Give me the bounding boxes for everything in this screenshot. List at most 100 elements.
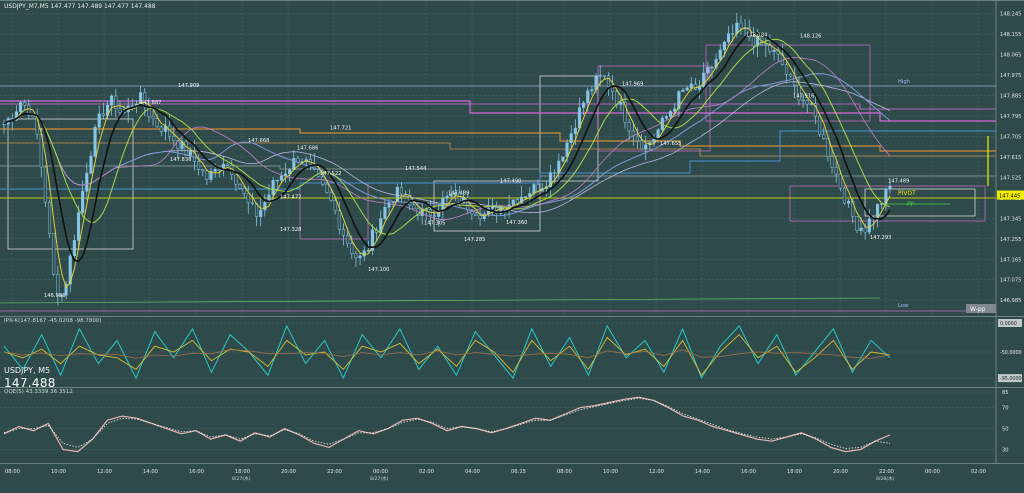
ipx-chart[interactable]: 0.0000 -50.0000 -95.0000 bbox=[0, 317, 1024, 387]
candle bbox=[503, 206, 507, 211]
qqe-indicator-pane[interactable]: 8570503015 QQE(5) 43.3339 36.3512 bbox=[0, 387, 1024, 464]
candle bbox=[838, 173, 842, 189]
candle bbox=[259, 209, 263, 217]
candle bbox=[586, 90, 590, 104]
level-label-low: Low bbox=[898, 303, 909, 309]
candle bbox=[188, 150, 192, 156]
main-price-pane[interactable]: 148.245 148.155 148.065 147.975 147.885 147.7… bbox=[0, 0, 1024, 316]
candles bbox=[2, 13, 892, 306]
candle bbox=[644, 144, 648, 150]
price-annotation: 147.285 bbox=[464, 237, 485, 243]
candle bbox=[321, 176, 325, 185]
ipx-title: IPX-K(147.8167 -45.0208 -98.7800) bbox=[4, 318, 102, 324]
level-label-pp: PP bbox=[907, 201, 915, 208]
price-tick-label: 147.885 bbox=[1000, 93, 1021, 99]
low-line bbox=[0, 297, 881, 304]
price-annotation: 148.184 bbox=[746, 32, 768, 38]
candle bbox=[826, 138, 830, 157]
candle bbox=[2, 123, 6, 126]
price-tick-label: 147.705 bbox=[1000, 134, 1021, 140]
time-label: 20:00 bbox=[833, 469, 848, 475]
candle bbox=[801, 99, 805, 102]
time-axis-labels: 08:00 10:00 12:00 14:00 16:00 18:00 20:00 22:00… bbox=[5, 469, 986, 482]
price-chart[interactable]: 148.245 148.155 148.065 147.975 147.885 147.7… bbox=[0, 1, 1024, 316]
candle bbox=[346, 234, 350, 244]
chart-title: USDJPY_M7,M5 147.477 147.489 147.477 147… bbox=[4, 3, 156, 10]
candle bbox=[619, 102, 623, 105]
candle bbox=[118, 108, 122, 113]
symbol-label: USDJPY, M5 bbox=[4, 366, 51, 375]
osc1-tick-label: -95.0000 bbox=[1000, 376, 1022, 382]
candle bbox=[652, 138, 656, 143]
candle bbox=[275, 179, 279, 182]
price-annotation: 147.490 bbox=[500, 178, 521, 184]
candle bbox=[226, 163, 230, 166]
price-axis-bg bbox=[996, 1, 1024, 316]
price-annotation: 147.360 bbox=[506, 220, 527, 226]
osc2-tick-label: 30 bbox=[1002, 448, 1009, 454]
candle bbox=[283, 173, 288, 177]
candle bbox=[110, 95, 114, 106]
candle bbox=[768, 45, 772, 52]
candle bbox=[350, 243, 354, 254]
price-tick-label: 147.615 bbox=[1000, 155, 1021, 161]
orange-level bbox=[0, 128, 996, 152]
time-label: 04:00 bbox=[465, 469, 480, 475]
price-annotation: 147.909 bbox=[178, 83, 199, 89]
candle bbox=[101, 113, 105, 116]
candle bbox=[789, 74, 793, 77]
candle bbox=[548, 172, 553, 187]
candle bbox=[445, 196, 449, 199]
candle bbox=[19, 102, 23, 113]
candle bbox=[43, 166, 47, 203]
ipx-indicator-pane[interactable]: 0.0000 -50.0000 -95.0000 IPX-K(147.8167 -4… bbox=[0, 316, 1024, 387]
candle bbox=[793, 75, 797, 86]
candle bbox=[234, 174, 238, 185]
candle bbox=[598, 75, 602, 77]
candle bbox=[847, 200, 851, 204]
osc1-tick-bg bbox=[998, 374, 1022, 383]
candle bbox=[81, 191, 85, 213]
candle bbox=[573, 127, 577, 134]
candle bbox=[89, 155, 93, 174]
time-label: 00:00 bbox=[373, 469, 388, 475]
candle bbox=[615, 91, 619, 105]
candle bbox=[383, 206, 387, 219]
candle bbox=[731, 33, 735, 35]
candle bbox=[739, 22, 743, 29]
candle bbox=[528, 193, 532, 197]
candle bbox=[561, 156, 565, 162]
candle bbox=[23, 102, 27, 106]
candle bbox=[863, 227, 867, 233]
candle bbox=[702, 72, 706, 87]
price-annotation: 147.836 bbox=[170, 157, 191, 163]
candle bbox=[809, 103, 813, 105]
price-annotation: 147.472 bbox=[280, 194, 301, 200]
price-annotation: 147.721 bbox=[330, 126, 351, 132]
candle bbox=[358, 255, 362, 259]
candle bbox=[664, 116, 668, 119]
candle bbox=[147, 106, 151, 117]
candle bbox=[536, 184, 540, 192]
qqe-title: QQE(5) 43.3339 36.3512 bbox=[4, 389, 73, 395]
candle bbox=[780, 53, 784, 65]
candle bbox=[805, 99, 809, 105]
qqe-chart[interactable]: 8570503015 bbox=[0, 388, 1024, 464]
ipx-yellow-line bbox=[3, 333, 891, 377]
candle bbox=[213, 169, 217, 172]
time-label: 08:00 bbox=[5, 469, 20, 475]
price-tick-label: 146.985 bbox=[1000, 298, 1021, 304]
price-annotation: 147.544 bbox=[405, 166, 427, 172]
candle bbox=[64, 283, 68, 296]
time-axis: 08:00 10:00 12:00 14:00 16:00 18:00 20:00 22:00… bbox=[0, 463, 1024, 493]
osc1-tick-bg bbox=[998, 319, 1022, 327]
osc1-tick-label: 0.0000 bbox=[1000, 321, 1017, 327]
candle bbox=[706, 67, 710, 74]
candle bbox=[250, 202, 254, 204]
qqe-line bbox=[3, 396, 891, 453]
candle bbox=[238, 183, 242, 189]
candle bbox=[267, 194, 271, 203]
candle bbox=[56, 274, 60, 296]
price-annotation: 147.489 bbox=[448, 191, 469, 197]
candle bbox=[640, 140, 644, 150]
